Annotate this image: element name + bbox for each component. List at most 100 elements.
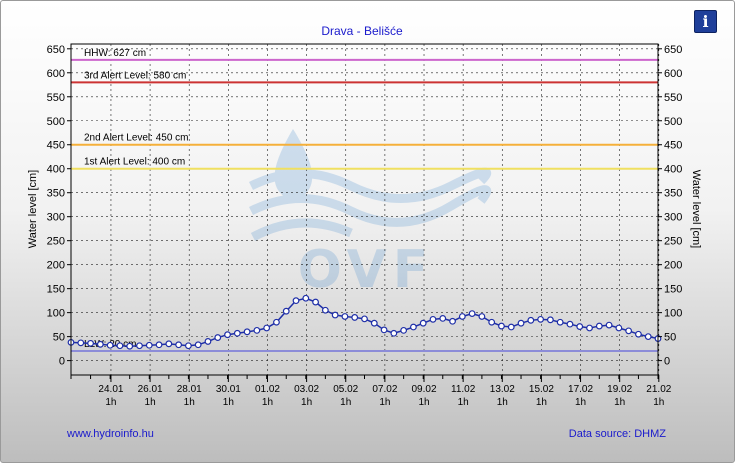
- y-axis-label-left: Water level [cm]: [27, 170, 39, 248]
- water-level-series: [67, 294, 662, 350]
- y-tick-label: 350: [664, 188, 682, 200]
- info-icon: i: [702, 12, 709, 31]
- y-tick-label: 550: [47, 92, 65, 104]
- y-tick-label: 0: [59, 356, 65, 368]
- data-point: [331, 311, 339, 319]
- data-point: [419, 319, 427, 327]
- data-point: [507, 323, 515, 331]
- y-tick-label: 400: [47, 164, 65, 176]
- data-point: [400, 326, 408, 334]
- x-axis: 24.01 1h 26.01 1h 28.01 1h 30.01 1h 01.02 1h 03.02…: [70, 375, 672, 408]
- data-point: [410, 323, 417, 331]
- website-link[interactable]: www.hydroinfo.hu: [66, 428, 154, 440]
- y-tick-label: 400: [664, 164, 682, 176]
- y-tick-label: 50: [53, 332, 65, 344]
- data-point: [292, 297, 300, 305]
- y-tick-label: 550: [664, 92, 682, 104]
- data-point: [136, 342, 143, 350]
- y-tick-label: 500: [47, 116, 65, 128]
- y-tick-label: 200: [664, 260, 682, 272]
- data-point: [498, 322, 505, 330]
- info-button[interactable]: i: [694, 10, 717, 33]
- x-tick-date: 26.01: [138, 384, 163, 395]
- data-point: [96, 340, 104, 348]
- x-tick-hour: 1h: [262, 397, 273, 408]
- x-tick-date: 21.02: [646, 384, 671, 395]
- data-point: [449, 317, 456, 325]
- x-tick-hour: 1h: [301, 397, 312, 408]
- data-point: [390, 329, 398, 337]
- data-point: [370, 319, 378, 327]
- data-point: [468, 310, 476, 317]
- x-tick-hour: 1h: [614, 397, 625, 408]
- data-point: [546, 316, 554, 324]
- data-point: [517, 319, 525, 327]
- x-tick-date: 19.02: [607, 384, 632, 395]
- x-tick-date: 07.02: [372, 384, 397, 395]
- data-point: [361, 315, 368, 323]
- data-source: Data source: DHMZ: [569, 428, 666, 440]
- data-point: [145, 341, 153, 349]
- x-tick-date: 30.01: [216, 384, 241, 395]
- data-point: [644, 333, 652, 341]
- reference-line-label: 3rd Alert Level: 580 cm: [84, 70, 186, 81]
- data-point: [243, 328, 251, 336]
- wave-icon: [248, 185, 492, 227]
- data-point: [625, 327, 633, 335]
- data-point: [184, 342, 192, 350]
- chart-title: Drava - Belišće: [321, 24, 403, 38]
- data-point: [312, 298, 319, 306]
- data-point: [126, 342, 134, 350]
- wave-icon: [250, 218, 353, 241]
- y-tick-label: 350: [47, 188, 65, 200]
- x-tick-hour: 1h: [379, 397, 390, 408]
- reference-line-label: 2nd Alert Level: 450 cm: [84, 133, 189, 144]
- data-point: [429, 315, 437, 323]
- x-tick-date: 24.01: [98, 384, 123, 395]
- x-tick-date: 15.02: [529, 384, 554, 395]
- y-tick-label: 250: [47, 236, 65, 248]
- x-tick-hour: 1h: [105, 397, 116, 408]
- data-point: [537, 315, 544, 323]
- y-tick-label: 300: [664, 212, 682, 224]
- x-tick-date: 01.02: [255, 384, 280, 395]
- x-tick-hour: 1h: [497, 397, 508, 408]
- watermark-text: OVF: [298, 240, 435, 300]
- data-point: [116, 342, 124, 350]
- x-tick-hour: 1h: [536, 397, 547, 408]
- data-point: [351, 314, 359, 321]
- data-point: [106, 341, 114, 349]
- reference-lines: HHW: 627 cm 3rd Alert Level: 580 cm 2nd Al…: [71, 48, 658, 353]
- reference-line-label: 1st Alert Level: 400 cm: [84, 157, 185, 168]
- data-point: [605, 321, 613, 329]
- data-point: [155, 341, 163, 349]
- x-tick-date: 17.02: [568, 384, 593, 395]
- data-point: [253, 326, 261, 334]
- y-tick-label: 50: [664, 332, 676, 344]
- y-axis-right: 0 50 100 150 200 250 300 350 400 450 500 550 600 650: [658, 44, 682, 368]
- x-tick-date: 05.02: [333, 384, 358, 395]
- ovf-watermark-logo: OVF: [248, 129, 492, 300]
- x-tick-date: 11.02: [451, 384, 476, 395]
- data-point: [224, 331, 231, 339]
- y-tick-label: 650: [47, 44, 65, 56]
- y-axis-label-right: Water level [cm]: [690, 170, 702, 248]
- data-point: [175, 341, 183, 349]
- y-tick-label: 450: [47, 140, 65, 152]
- y-tick-label: 100: [47, 308, 65, 320]
- data-point: [635, 330, 642, 338]
- y-tick-label: 500: [664, 116, 682, 128]
- data-point: [576, 323, 584, 330]
- y-tick-label: 150: [47, 284, 65, 296]
- y-tick-label: 0: [664, 356, 670, 368]
- x-tick-hour: 1h: [458, 397, 469, 408]
- data-point: [165, 340, 173, 348]
- y-tick-label: 250: [664, 236, 682, 248]
- y-tick-label: 200: [47, 260, 65, 272]
- data-point: [341, 313, 349, 320]
- x-tick-date: 09.02: [411, 384, 436, 395]
- data-point: [194, 341, 202, 349]
- data-point: [380, 326, 388, 334]
- y-tick-label: 150: [664, 284, 682, 296]
